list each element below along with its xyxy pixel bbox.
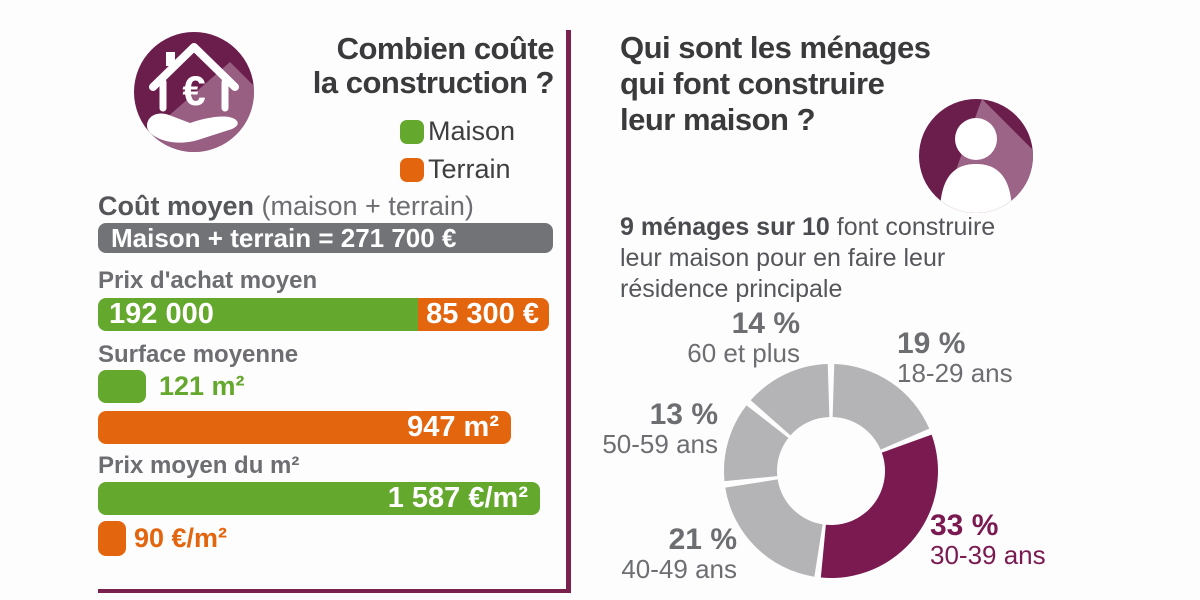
person-icon — [918, 98, 1034, 214]
surface-terrain-bar: 947 m² — [98, 411, 511, 444]
left-panel-title: Combien coûte la construction ? — [312, 31, 555, 100]
legend-label-maison: Maison — [428, 116, 516, 146]
legend-item-terrain: Terrain — [400, 154, 515, 185]
legend-item-maison: Maison — [400, 116, 515, 147]
donut-label-60-et-plus: 14 % 60 et plus — [687, 307, 800, 368]
house-euro-in-hand-icon: € — [133, 31, 255, 153]
prix-m2-terrain-row: 90 €/m² — [98, 521, 227, 556]
age-donut-chart — [723, 364, 938, 579]
surface-maison-bar — [98, 370, 146, 403]
maison-color-swatch — [400, 119, 424, 144]
prix-m2-terrain-bar — [98, 521, 126, 556]
cout-moyen-bold: Coût moyen — [98, 191, 255, 221]
donut-label-18-29: 19 % 18-29 ans — [897, 327, 1013, 388]
panel-divider-vertical — [566, 30, 571, 593]
donut-label-40-49: 21 % 40-49 ans — [621, 523, 737, 584]
donut-label-30-39: 33 % 30-39 ans — [930, 509, 1046, 570]
prix-achat-maison-bar: 192 000 — [98, 298, 418, 331]
fact-rest: font construire leur maison pour en fair… — [620, 213, 996, 303]
surface-maison-value: 121 m² — [159, 371, 245, 401]
cout-moyen-note: (maison + terrain) — [254, 191, 474, 221]
fact-bold: 9 ménages sur 10 — [620, 213, 830, 241]
panel-divider-horizontal — [98, 589, 571, 593]
right-panel-title: Qui sont les ménages qui font construire… — [620, 30, 931, 137]
prix-m2-terrain-value: 90 €/m² — [134, 523, 228, 553]
donut-label-50-59: 13 % 50-59 ans — [602, 398, 718, 459]
surface-label: Surface moyenne — [98, 341, 299, 368]
legend: Maison Terrain — [400, 116, 515, 185]
donut-segment-40-49-ans — [725, 479, 823, 577]
terrain-color-swatch — [400, 157, 424, 182]
total-cost-bar: Maison + terrain = 271 700 € — [98, 223, 553, 253]
euro-symbol: € — [182, 67, 205, 114]
donut-segment-30-39-ans — [820, 434, 938, 579]
fact-text: 9 ménages sur 10 font construire leur ma… — [620, 212, 1012, 305]
prix-achat-stacked-bar: 192 000 85 300 € — [98, 298, 549, 331]
prix-m2-maison-bar: 1 587 €/m² — [98, 482, 540, 515]
legend-label-terrain: Terrain — [428, 154, 511, 184]
prix-achat-terrain-bar: 85 300 € — [418, 298, 549, 331]
prix-achat-label: Prix d'achat moyen — [98, 267, 318, 294]
donut-segment-60-et-plus — [750, 364, 830, 436]
surface-maison-row: 121 m² — [98, 370, 245, 403]
donut-segment-18-29-ans — [832, 364, 930, 450]
prix-m2-label: Prix moyen du m² — [98, 452, 300, 479]
donut-segment-50-59-ans — [723, 405, 789, 482]
cout-moyen-heading: Coût moyen (maison + terrain) — [98, 191, 474, 222]
